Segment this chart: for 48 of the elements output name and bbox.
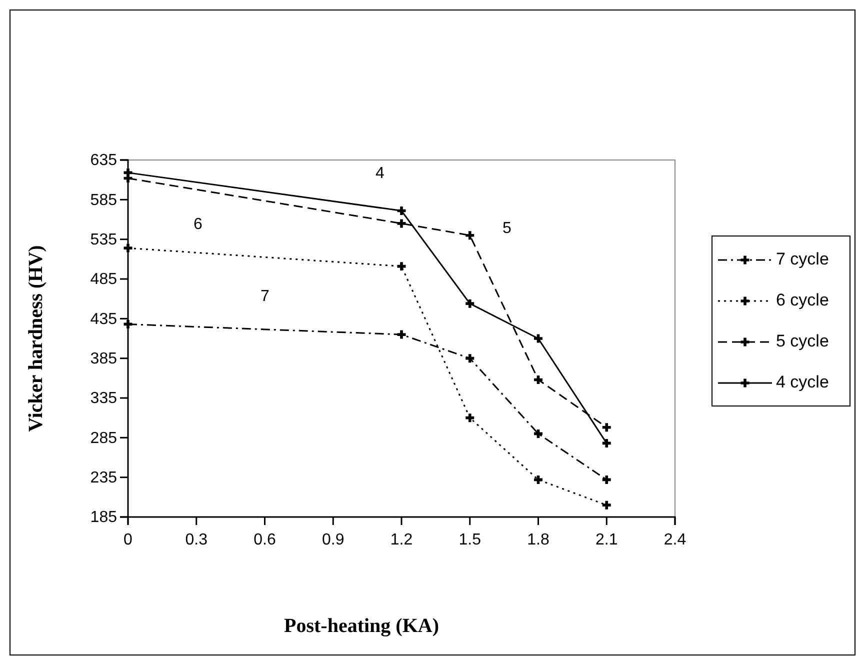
y-tick-label: 385 [90, 350, 118, 368]
point [466, 231, 474, 240]
point [397, 262, 406, 271]
y-tick-label: 585 [90, 192, 118, 209]
x-tick-label: 1.5 [458, 531, 482, 548]
point [397, 219, 406, 228]
point [466, 354, 474, 363]
annotation: 4 [376, 165, 385, 182]
point [466, 299, 474, 308]
y-tick-label: 635 [90, 152, 118, 170]
point [466, 414, 474, 422]
point [534, 376, 542, 384]
point [124, 320, 132, 328]
point [534, 475, 542, 484]
point [534, 334, 542, 343]
x-tick-label: 0 [124, 531, 133, 548]
point [534, 429, 542, 438]
legend-label: 5 cycle [776, 331, 829, 350]
x-tick-label: 0.3 [185, 531, 208, 548]
y-tick-label: 185 [90, 509, 118, 526]
x-axis-title: Post-heating (KA) [284, 615, 439, 637]
x-tick-label: 1.8 [527, 531, 550, 548]
annotation: 7 [260, 288, 270, 306]
legend-label: 6 cycle [776, 290, 829, 310]
y-tick-label: 335 [90, 390, 118, 408]
y-tick-label: 285 [90, 430, 118, 447]
x-tick-label: 2.1 [596, 531, 618, 548]
point [602, 438, 611, 448]
point [397, 330, 406, 339]
annotation: 5 [502, 220, 512, 238]
y-tick-label: 435 [90, 310, 118, 328]
y-axis-title: Vicker hardness (HV) [25, 245, 47, 432]
annotation: 6 [194, 216, 203, 234]
point [602, 423, 611, 432]
y-tick-label: 235 [90, 469, 118, 486]
x-tick-label: 1.2 [390, 531, 413, 548]
point [397, 206, 406, 216]
y-tick-label: 535 [90, 231, 118, 248]
point [602, 500, 611, 510]
legend-label: 7 cycle [776, 249, 829, 268]
point [124, 244, 132, 252]
x-tick-label: 0.6 [254, 531, 276, 548]
legend-label: 4 cycle [776, 372, 829, 392]
point [602, 475, 611, 484]
x-tick-label: 2.4 [664, 531, 686, 548]
x-tick-label: 0.9 [322, 531, 344, 548]
y-tick-label: 485 [90, 271, 118, 288]
point [124, 168, 132, 177]
